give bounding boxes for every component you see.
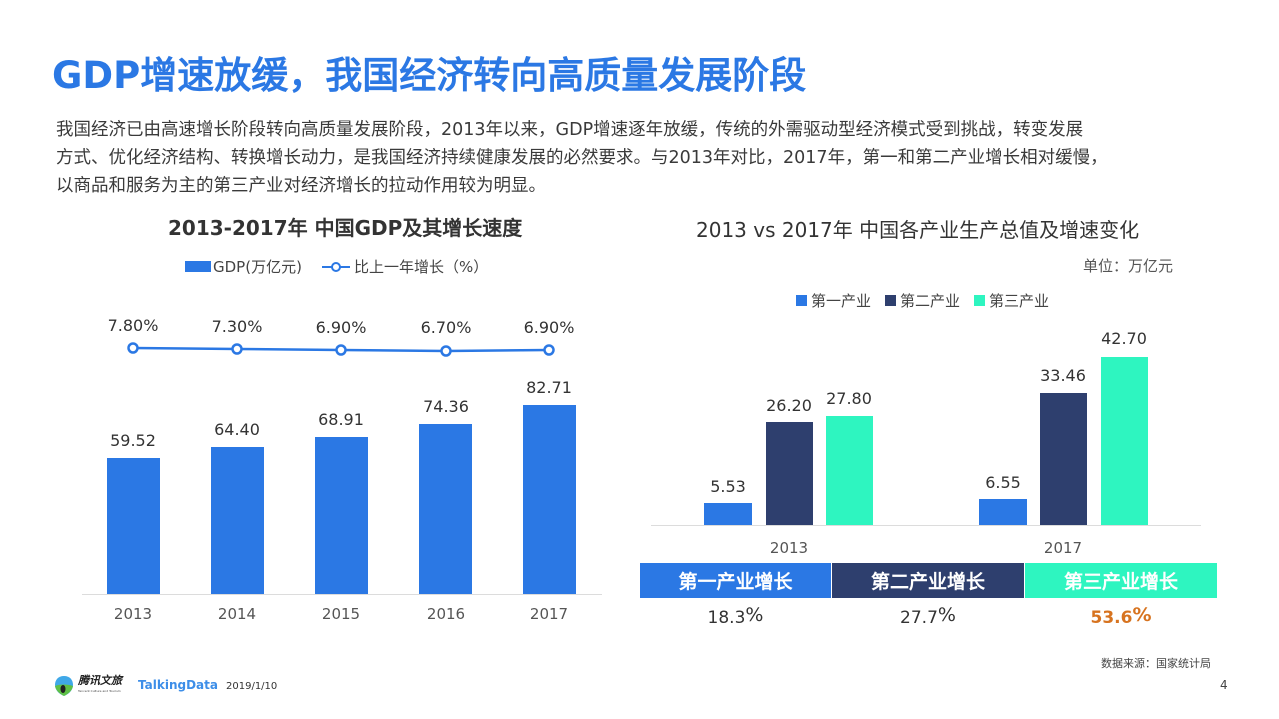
growth-value-number: 18.3 <box>707 608 746 628</box>
bar-value-label: 42.70 <box>1101 329 1147 348</box>
data-source: 数据来源：国家统计局 <box>1101 657 1211 670</box>
gdp-value-label: 64.40 <box>214 420 260 439</box>
growth-value-primary: 18.3% <box>640 604 831 628</box>
gdp-bar-2017 <box>523 405 576 594</box>
gdp-value-label: 74.36 <box>423 397 469 416</box>
legend-bar-swatch-icon <box>185 261 211 272</box>
growth-label: 6.90% <box>523 318 575 337</box>
growth-label: 7.30% <box>211 317 263 336</box>
x-tick-label: 2017 <box>1043 539 1083 557</box>
legend-label-primary: 第一产业 <box>811 292 872 310</box>
percent-sign: % <box>745 604 764 626</box>
slide-date: 2019/1/10 <box>226 681 278 692</box>
gdp-value-label: 68.91 <box>318 410 364 429</box>
x-tick-label: 2017 <box>529 605 569 623</box>
tencent-logo-subtext: Tencent Culture and Tourism <box>78 689 121 693</box>
legend-swatch-primary-icon <box>796 295 807 306</box>
legend-swatch-tertiary-icon <box>974 295 986 306</box>
legend-label-gdp: GDP(万亿元) <box>213 258 302 276</box>
industry-chart-legend: 第一产业 第二产业 第三产业 <box>796 290 1049 311</box>
tencent-logo: 腾讯文旅 Tencent Culture and Tourism <box>54 675 122 697</box>
x-tick-label: 2013 <box>113 605 153 623</box>
legend-label-growth: 比上一年增长（%） <box>353 258 489 276</box>
gdp-bar-2013 <box>107 458 160 594</box>
bar-value-label: 27.80 <box>826 389 872 408</box>
intro-line: 方式、优化经济结构、转换增长动力，是我国经济持续健康发展的必然要求。与2013年… <box>56 148 1108 168</box>
bar-value-label: 33.46 <box>1040 366 1086 385</box>
intro-line: 我国经济已由高速增长阶段转向高质量发展阶段，2013年以来，GDP增速逐年放缓，… <box>56 120 1084 140</box>
unit-label: 单位：万亿元 <box>1083 257 1174 275</box>
industry-chart-title-text: 2013 vs 2017年 中国各产业生产总值及增速变化 <box>696 218 1140 242</box>
bar-2017-secondary <box>1040 393 1087 525</box>
industry-x-axis <box>651 525 1201 526</box>
bar-2013-secondary <box>766 422 813 525</box>
growth-value-tertiary: 53.6% <box>1025 604 1217 628</box>
legend-label-secondary: 第二产业 <box>900 292 961 310</box>
growth-label: 6.70% <box>420 318 472 337</box>
gdp-chart-title: 2013-2017年 中国GDP及其增长速度 <box>168 216 523 240</box>
bar-value-label: 6.55 <box>985 473 1021 492</box>
bar-2017-primary <box>979 499 1027 525</box>
legend-line-marker-icon <box>321 261 350 272</box>
growth-header-primary: 第一产业增长 <box>640 563 831 598</box>
percent-sign: % <box>1132 604 1152 626</box>
growth-line <box>127 342 555 357</box>
gdp-value-label: 82.71 <box>526 378 572 397</box>
growth-header-tertiary: 第三产业增长 <box>1025 563 1217 598</box>
gdp-x-axis <box>82 594 602 595</box>
growth-label: 7.80% <box>107 316 159 335</box>
gdp-bar-2014 <box>211 447 264 594</box>
gdp-bar-2016 <box>419 424 472 594</box>
talkingdata-logo: TalkingData <box>138 678 218 692</box>
page-number: 4 <box>1220 678 1228 692</box>
industry-chart-title: 2013 vs 2017年 中国各产业生产总值及增速变化 <box>696 214 1139 243</box>
gdp-bar-2015 <box>315 437 368 594</box>
bar-2013-tertiary <box>826 416 873 525</box>
legend-label-tertiary: 第三产业 <box>989 292 1050 310</box>
gdp-value-label: 59.52 <box>110 431 156 450</box>
gdp-chart-legend: GDP(万亿元) 比上一年增长（%） <box>185 256 488 277</box>
bar-2017-tertiary <box>1101 357 1148 525</box>
bar-2013-primary <box>704 503 752 525</box>
percent-sign: % <box>937 604 956 626</box>
tencent-logo-text: 腾讯文旅 <box>78 674 122 687</box>
x-tick-label: 2016 <box>426 605 466 623</box>
slide-title: GDP增速放缓，我国经济转向高质量发展阶段 <box>52 54 807 97</box>
x-tick-label: 2013 <box>769 539 809 557</box>
growth-label: 6.90% <box>315 318 367 337</box>
growth-value-number: 27.7 <box>900 608 938 628</box>
growth-value-number: 53.6 <box>1090 608 1133 628</box>
bar-value-label: 5.53 <box>710 477 746 496</box>
growth-header-secondary: 第二产业增长 <box>832 563 1024 598</box>
growth-value-secondary: 27.7% <box>832 604 1024 628</box>
x-tick-label: 2015 <box>321 605 361 623</box>
tencent-logo-icon <box>55 676 73 696</box>
bar-value-label: 26.20 <box>766 396 812 415</box>
intro-line: 以商品和服务为主的第三产业对经济增长的拉动作用较为明显。 <box>56 176 546 196</box>
intro-paragraph: 我国经济已由高速增长阶段转向高质量发展阶段，2013年以来，GDP增速逐年放缓，… <box>56 116 1236 200</box>
x-tick-label: 2014 <box>217 605 257 623</box>
legend-swatch-secondary-icon <box>885 295 897 306</box>
